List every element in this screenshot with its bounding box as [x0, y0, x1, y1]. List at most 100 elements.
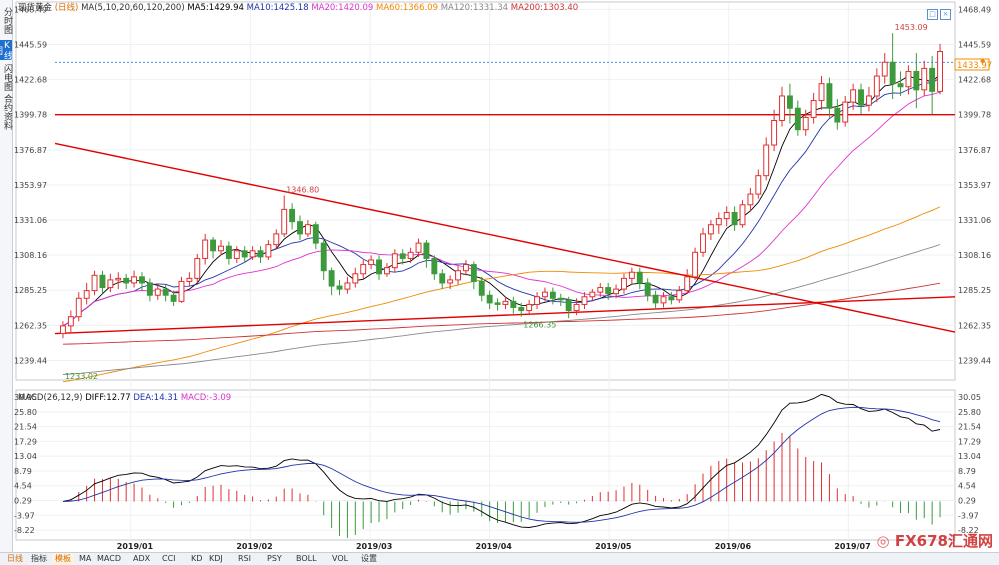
candle-body: [99, 274, 106, 289]
indicator-tab[interactable]: CCI: [162, 554, 176, 563]
candle-body: [154, 288, 161, 296]
tab-intraday[interactable]: 分时图: [2, 6, 12, 34]
candle-body: [162, 288, 169, 296]
candle-body: [905, 70, 912, 88]
candle-body: [842, 101, 849, 123]
macd-tick-left: 13.04: [14, 452, 37, 461]
candle-body: [328, 270, 335, 287]
ma120-line: [62, 244, 941, 375]
candle-body: [60, 325, 66, 335]
candle-body: [644, 282, 651, 296]
candle-body: [652, 294, 659, 304]
candle-body: [565, 299, 572, 312]
price-tick-left: 1468.49: [14, 5, 47, 14]
candle-body: [407, 251, 414, 259]
candle-body: [826, 83, 833, 109]
macd-tick-right: 21.54: [958, 423, 981, 432]
indicator-tab[interactable]: VOL: [332, 554, 349, 563]
candle-body: [368, 259, 375, 266]
tab-kline[interactable]: K线图: [0, 40, 12, 60]
indicator-tab[interactable]: KD: [191, 554, 203, 563]
tab-lightning[interactable]: 闪电图: [2, 63, 12, 91]
candle-body: [786, 95, 793, 109]
candle-body: [115, 277, 122, 281]
candle-body: [289, 208, 296, 223]
candle-body: [613, 288, 620, 295]
main-legend: 现货黄金 (日线) MA(5,10,20,60,120,200) MA5:142…: [18, 2, 578, 13]
indicator-tab[interactable]: RSI: [238, 554, 251, 563]
candle-body: [684, 276, 691, 292]
candle-body: [589, 291, 596, 298]
indicator-tab[interactable]: KDJ: [209, 554, 223, 563]
macd-tick-left: 17.29: [14, 437, 37, 446]
candle-body: [755, 175, 762, 195]
candle-body: [621, 277, 627, 290]
candle-body: [178, 280, 185, 302]
candle-body: [304, 224, 311, 235]
price-tick-left: 1239.44: [14, 356, 47, 365]
price-annotations: 1453.09 1346.80 1266.35 1233.02: [65, 23, 928, 381]
candle-body: [455, 270, 461, 281]
legend-ma60: MA60:1366.09: [376, 3, 438, 13]
candle-body: [257, 250, 264, 258]
candle-body: [241, 250, 248, 258]
tab-contract-info[interactable]: 合约资料: [2, 94, 12, 130]
indicator-tab[interactable]: 日线: [7, 554, 23, 563]
candle-body: [107, 279, 114, 289]
indicator-tab[interactable]: MACD: [97, 554, 121, 563]
macd-tick-left: 30.05: [14, 393, 37, 402]
indicator-tab[interactable]: 指标: [31, 554, 47, 563]
candle-body: [75, 297, 82, 318]
current-price-label: 1433.97: [957, 61, 992, 71]
candle-body: [502, 300, 509, 305]
candle-body: [692, 251, 699, 278]
month-label: 2019/02: [236, 542, 272, 551]
candle-body: [486, 294, 493, 304]
price-tick-left: 1376.87: [14, 146, 47, 155]
candle-body: [715, 218, 722, 226]
trend-lines: [54, 61, 956, 335]
maximize-icon[interactable]: □: [927, 9, 938, 20]
candles: [60, 33, 943, 339]
grid: [16, 4, 955, 540]
month-label: 2019/03: [356, 542, 392, 551]
candle-body: [913, 70, 920, 91]
indicator-tab[interactable]: PSY: [267, 554, 282, 563]
candle-body: [581, 296, 588, 305]
price-marker-icon: ◆: [980, 57, 986, 65]
indicator-tab[interactable]: 设置: [361, 554, 377, 563]
candle-body: [865, 95, 872, 106]
candle-body: [518, 306, 525, 312]
candle-body: [510, 300, 517, 308]
candle-body: [921, 67, 928, 91]
candle-body: [549, 291, 556, 299]
indicator-tab[interactable]: ADX: [133, 554, 151, 563]
indicator-tab[interactable]: BOLL: [296, 554, 317, 563]
macd-tick-left: 4.54: [14, 482, 32, 491]
candle-body: [415, 242, 422, 253]
candle-body: [636, 271, 643, 284]
price-tick-right: 1376.87: [958, 146, 991, 155]
time-axis: 2019/01 2019/02 2019/03 2019/04 2019/05 2019/…: [117, 542, 871, 551]
indicator-tab[interactable]: MA: [79, 554, 92, 563]
candle-body: [794, 107, 801, 131]
candle-body: [526, 303, 533, 312]
macd-dea-line: [62, 406, 941, 523]
indicator-toolbar: 日线 指标 模板 MA MACD ADX CCI KD KDJ RSI PSY BOLL VOL 设置: [0, 552, 999, 565]
candle-body: [707, 224, 714, 235]
candle-body: [597, 287, 604, 293]
close-icon[interactable]: ×: [940, 9, 951, 20]
price-tick-left: 1262.35: [14, 321, 47, 330]
macd-tick-right: -8.22: [958, 526, 979, 535]
candle-body: [605, 287, 612, 295]
macd-tick-right: 8.79: [958, 467, 976, 476]
candle-body: [218, 245, 224, 252]
ma20-line: [62, 91, 941, 327]
candle-body: [873, 75, 880, 97]
kline-chart[interactable]: 1468.49 1468.49 1445.59 1445.59 1422.68 1422.…: [12, 0, 999, 552]
macd-tick-right: 4.54: [958, 482, 976, 491]
candle-body: [376, 259, 382, 275]
candle-body: [494, 302, 501, 305]
candle-body: [194, 257, 201, 279]
indicator-tab[interactable]: 模板: [52, 553, 74, 565]
